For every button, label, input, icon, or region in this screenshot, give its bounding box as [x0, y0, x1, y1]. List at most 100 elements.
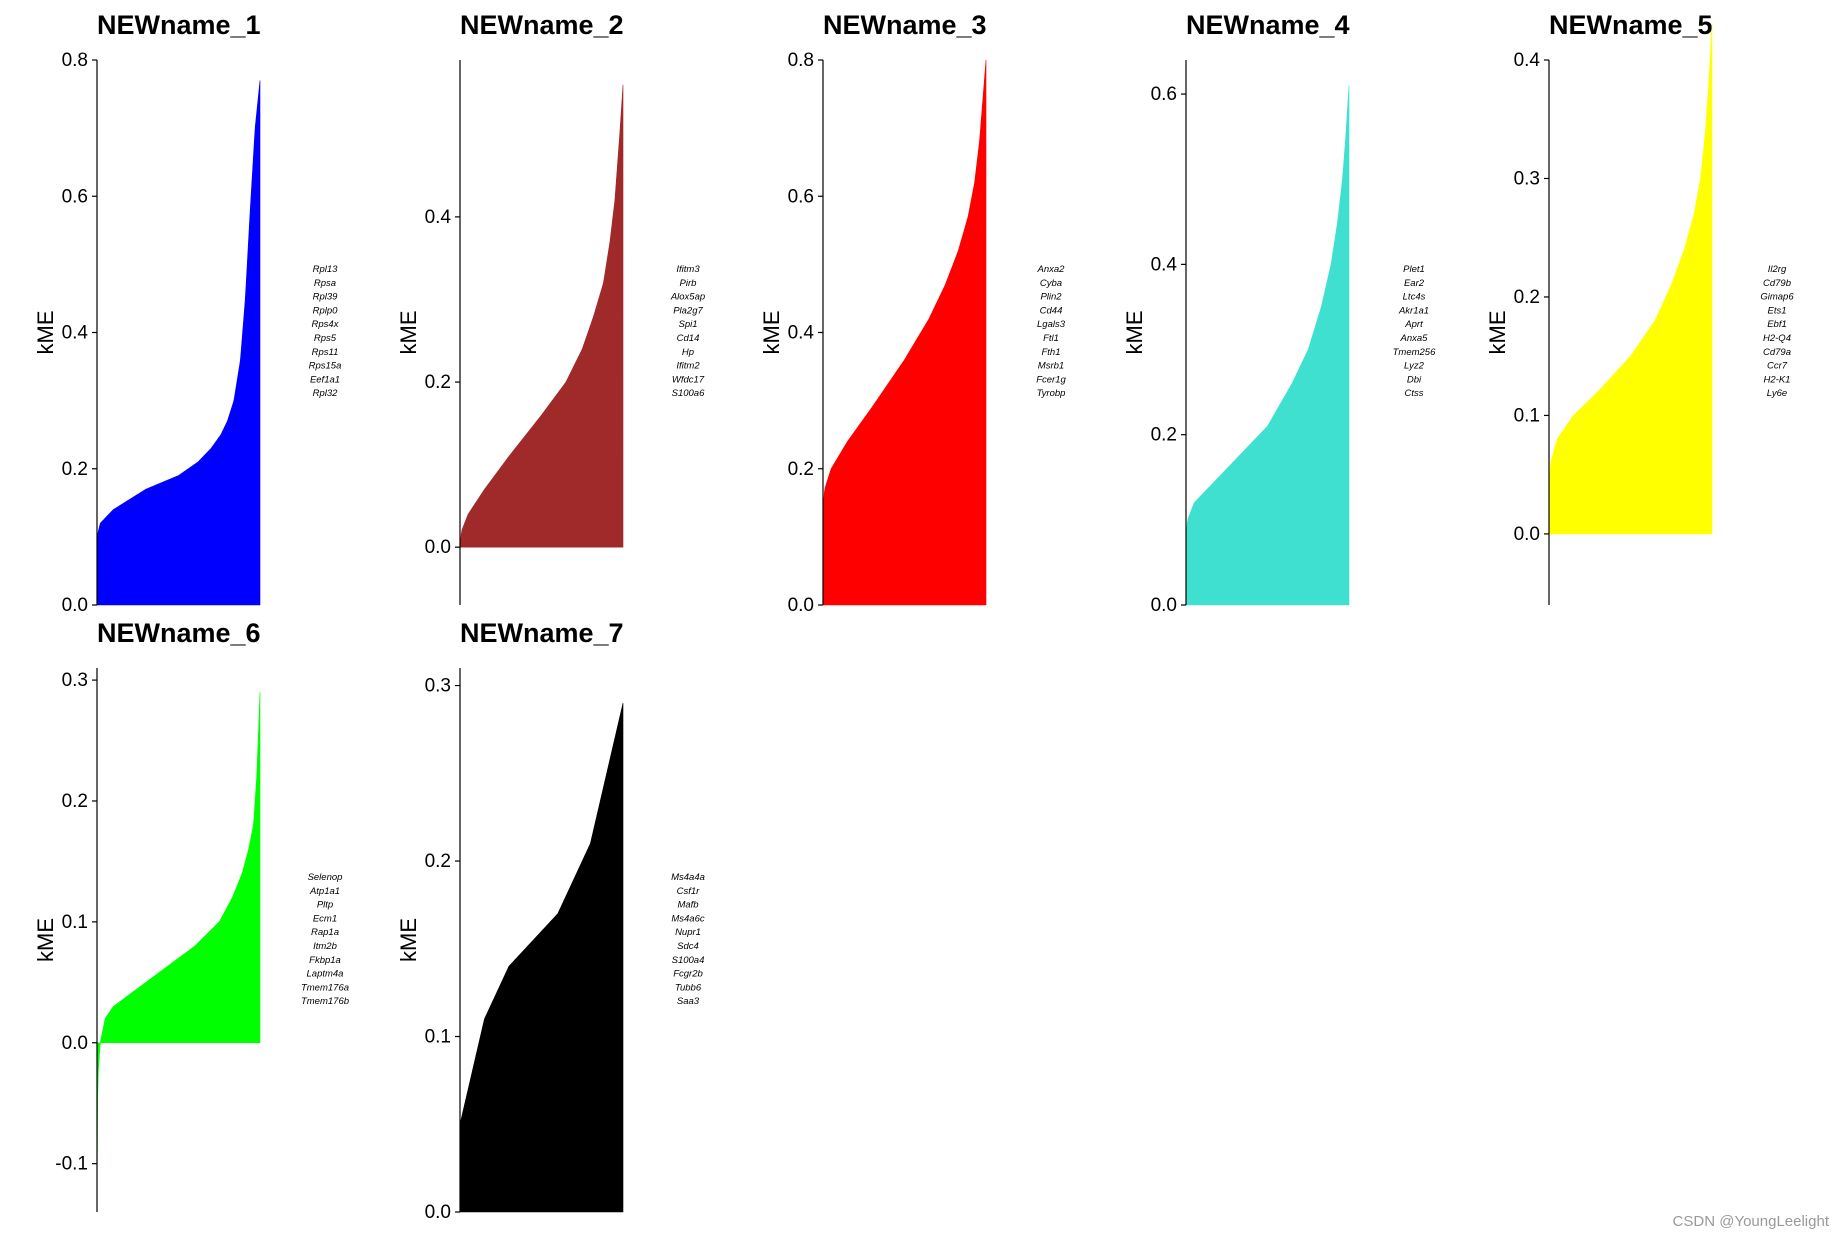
gene-label: Pltp	[317, 900, 333, 911]
gene-label: Rpl13	[313, 264, 339, 275]
y-axis-label: kME	[33, 918, 58, 962]
gene-label: Atp1a1	[309, 886, 340, 897]
gene-label: Cd79a	[1763, 347, 1791, 358]
gene-label: S100a6	[672, 388, 705, 399]
gene-label: Cd79b	[1763, 278, 1791, 289]
gene-label: Fkbp1a	[309, 955, 341, 966]
panel-title: NEWname_3	[823, 10, 987, 40]
gene-label: Rpl32	[313, 388, 339, 399]
kme-bars	[822, 59, 987, 606]
gene-label: Ltc4s	[1403, 292, 1426, 303]
gene-label: Msrb1	[1038, 361, 1064, 372]
gene-label: Nupr1	[675, 927, 701, 938]
y-tick-label: 0.0	[62, 595, 88, 616]
y-tick-label: 0.4	[1151, 254, 1178, 275]
gene-label: Ebf1	[1767, 319, 1787, 330]
gene-label: Rpsa	[314, 278, 336, 289]
y-tick-label: 0.3	[425, 676, 451, 697]
y-tick-label: -0.1	[55, 1154, 88, 1175]
gene-label: Fcgr2b	[673, 969, 703, 980]
y-tick-label: 0.4	[1514, 50, 1541, 71]
panel-6: NEWname_6 kME -0.1 0.0 0.1 0.2 0.3 Selenop Atp1a…	[33, 618, 349, 1212]
y-tick-label: 0.0	[425, 1202, 451, 1223]
gene-label: Ecm1	[313, 913, 337, 924]
gene-label: H2-Q4	[1763, 333, 1791, 344]
gene-label: Tmem176b	[301, 996, 349, 1007]
y-axis-label: kME	[1485, 311, 1510, 355]
gene-label: Ctss	[1405, 388, 1424, 399]
panel-title: NEWname_7	[460, 618, 624, 648]
kme-bars	[1548, 24, 1713, 535]
kme-bars	[96, 80, 261, 606]
gene-label: Fth1	[1041, 347, 1060, 358]
y-tick-label: 0.6	[1151, 84, 1177, 105]
watermark: CSDN @YoungLeelight	[1672, 1213, 1829, 1230]
y-axis-label: kME	[396, 311, 421, 355]
y-tick-label: 0.3	[62, 670, 88, 691]
gene-label: Lyz2	[1404, 361, 1425, 372]
gene-label: Cyba	[1040, 278, 1062, 289]
panel-4: NEWname_4 kME 0.0 0.2 0.4 0.6 Plet1 Ear2 Ltc4s Ak…	[1122, 10, 1436, 616]
gene-label: H2-K1	[1764, 374, 1791, 385]
y-axis-label: kME	[396, 918, 421, 962]
gene-label: Pla2g7	[673, 305, 703, 316]
y-tick-label: 0.8	[788, 50, 814, 71]
gene-label: Spi1	[678, 319, 697, 330]
gene-label: Ets1	[1767, 305, 1786, 316]
kme-bars	[96, 692, 261, 1200]
gene-label: Ccr7	[1767, 361, 1788, 372]
y-tick-label: 0.1	[425, 1027, 451, 1048]
gene-label: Sdc4	[677, 941, 699, 952]
gene-label: Pirb	[680, 278, 697, 289]
panel-title: NEWname_4	[1186, 10, 1350, 40]
y-axis-label: kME	[33, 311, 58, 355]
gene-label: Itm2b	[313, 941, 337, 952]
y-axis-label: kME	[1122, 311, 1147, 355]
gene-label: Ly6e	[1767, 388, 1787, 399]
y-tick-label: 0.2	[425, 372, 451, 393]
gene-label: Plin2	[1040, 292, 1062, 303]
panel-title: NEWname_2	[460, 10, 624, 40]
panel-1: NEWname_1 kME 0.0 0.2 0.4 0.6 0.8 Rpl13 Rpsa Rpl3…	[33, 10, 341, 616]
y-tick-label: 0.3	[1514, 168, 1540, 189]
gene-label: Eef1a1	[310, 374, 340, 385]
y-tick-label: 0.2	[425, 851, 451, 872]
gene-label: Tubb6	[675, 982, 702, 993]
gene-label: S100a4	[672, 955, 705, 966]
gene-label: Dbi	[1407, 374, 1422, 385]
y-tick-label: 0.8	[62, 50, 88, 71]
gene-label: Aprt	[1404, 319, 1423, 330]
panel-3: NEWname_3 kME 0.0 0.2 0.4 0.6 0.8 Anxa2 Cyba Plin…	[759, 10, 1066, 616]
kme-bars	[459, 703, 624, 1213]
y-tick-label: 0.1	[62, 912, 88, 933]
y-tick-label: 0.6	[788, 186, 814, 207]
y-tick-label: 0.0	[1151, 595, 1177, 616]
gene-label: Tmem256	[1393, 347, 1436, 358]
y-tick-label: 0.2	[1514, 287, 1540, 308]
gene-label: Ftl1	[1043, 333, 1059, 344]
panel-title: NEWname_5	[1549, 10, 1713, 40]
gene-label: Ifitm3	[676, 264, 700, 275]
y-tick-label: 0.2	[62, 791, 88, 812]
gene-label: Fcer1g	[1036, 374, 1066, 385]
y-tick-label: 0.0	[788, 595, 814, 616]
gene-label: Ifitm2	[676, 361, 700, 372]
gene-label: Rpl39	[313, 292, 339, 303]
y-tick-label: 0.2	[62, 459, 88, 480]
y-tick-label: 0.4	[62, 323, 89, 344]
y-tick-label: 0.1	[1514, 405, 1540, 426]
y-tick-label: 0.2	[788, 459, 814, 480]
gene-label: Rps15a	[309, 361, 342, 372]
gene-label: Anxa5	[1400, 333, 1429, 344]
gene-label: Laptm4a	[307, 969, 344, 980]
panel-7: NEWname_7 kME 0.0 0.1 0.2 0.3 Ms4a4a Csf1r Mafb M…	[396, 618, 705, 1223]
gene-label: Saa3	[677, 996, 700, 1007]
gene-label: Rps11	[312, 347, 339, 358]
gene-label: Il2rg	[1768, 264, 1787, 275]
gene-label: Akr1a1	[1398, 305, 1429, 316]
gene-label: Gimap6	[1760, 292, 1794, 303]
gene-label: Alox5ap	[670, 292, 705, 303]
gene-label: Wfdc17	[672, 374, 705, 385]
y-tick-label: 0.6	[62, 186, 88, 207]
